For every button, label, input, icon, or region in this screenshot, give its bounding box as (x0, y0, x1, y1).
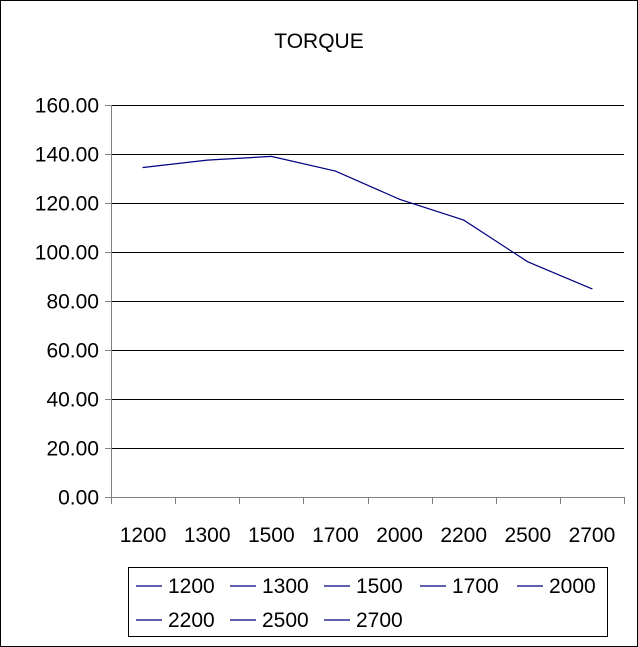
x-tick-label: 2000 (376, 524, 423, 547)
axes (105, 105, 625, 504)
data-point (206, 159, 208, 161)
legend-label: 2700 (356, 609, 403, 632)
legend-label: 1300 (262, 575, 309, 598)
legend-label: 2000 (549, 575, 596, 598)
y-tick-label: 160.00 (35, 95, 99, 118)
x-tick-label: 1500 (248, 524, 295, 547)
x-tick-label: 2500 (504, 524, 551, 547)
y-tick-label: 40.00 (46, 389, 99, 412)
gridlines (111, 105, 624, 449)
x-tick-label: 2700 (569, 524, 616, 547)
chart-title: TORQUE (274, 30, 363, 53)
y-tick-label: 20.00 (46, 438, 99, 461)
y-tick-label: 0.00 (58, 487, 99, 510)
x-tick-label: 2200 (440, 524, 487, 547)
data-point (463, 219, 465, 221)
x-tick-label: 1300 (184, 524, 231, 547)
data-point (527, 261, 529, 263)
x-tick-label: 1200 (120, 524, 167, 547)
legend: 1200 1300 1500 1700 2000 2200 2500 2700 (128, 567, 608, 637)
y-tick-label: 140.00 (35, 144, 99, 167)
y-tick-label: 60.00 (46, 340, 99, 363)
legend-label: 2500 (262, 609, 309, 632)
legend-label: 2200 (168, 609, 215, 632)
data-point (270, 155, 272, 158)
series-line (143, 155, 593, 290)
y-tick-label: 100.00 (35, 242, 99, 265)
data-point (591, 288, 593, 290)
y-tick-label: 80.00 (46, 291, 99, 314)
y-tick-labels: 0.00 20.00 40.00 60.00 80.00 100.00 120.00 140.… (35, 95, 99, 510)
x-tick-labels: 1200 1300 1500 1700 2000 2200 2500 2700 (120, 524, 616, 547)
data-point (334, 170, 337, 172)
y-tick-label: 120.00 (35, 193, 99, 216)
legend-label: 1200 (168, 575, 215, 598)
legend-label: 1500 (356, 575, 403, 598)
legend-label: 1700 (452, 575, 499, 598)
x-tick-label: 1700 (312, 524, 359, 547)
legend-box (128, 567, 608, 637)
data-point (142, 166, 144, 169)
series-layer (142, 155, 593, 290)
data-point (398, 198, 401, 200)
